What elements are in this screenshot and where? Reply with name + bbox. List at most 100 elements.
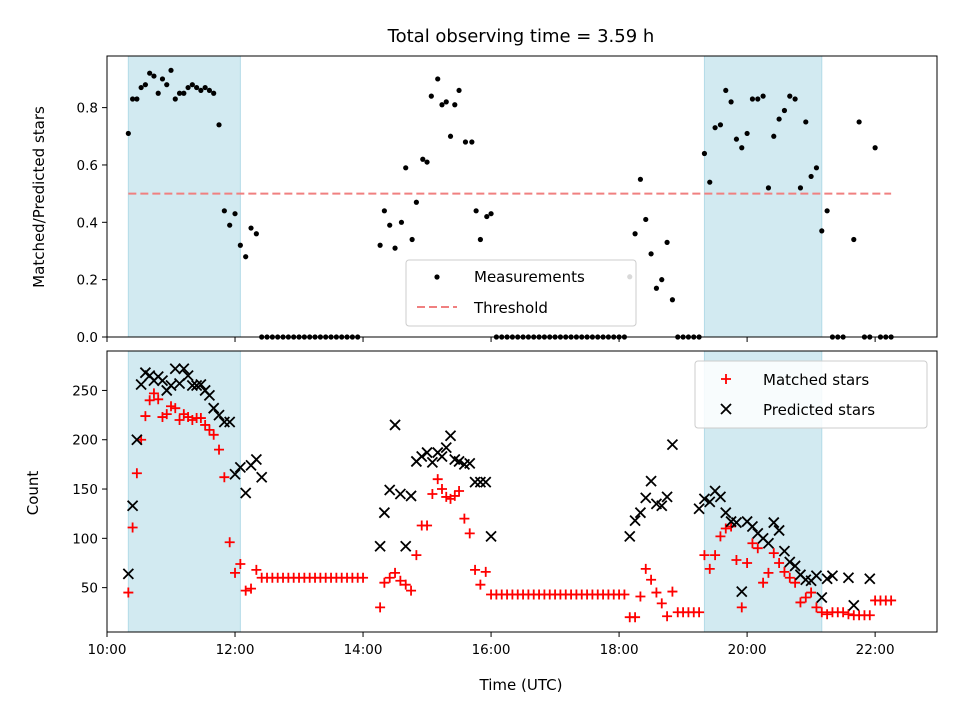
matched-star-point [400, 579, 411, 590]
matched-star-point [390, 567, 401, 578]
predicted-star-point [405, 490, 417, 502]
x-tick-label: 10:00 [88, 642, 127, 658]
predicted-star-point [165, 379, 177, 392]
measurement-point [771, 133, 777, 139]
matched-star-point [822, 609, 833, 620]
predicted-star-point [131, 434, 143, 446]
matched-star-point [131, 468, 142, 479]
matched-star-point [464, 528, 475, 539]
measurement-point [147, 70, 153, 76]
predicted-star-point [195, 378, 207, 391]
predicted-star-point [842, 572, 855, 584]
predicted-star-point [250, 453, 262, 466]
matched-star-point [646, 574, 657, 585]
measurement-point [488, 211, 494, 217]
matched-star-point [384, 572, 395, 583]
matched-star-point [140, 411, 151, 422]
chart-title: Total observing time = 3.59 h [387, 26, 655, 47]
legend-top: Measurements Threshold [405, 259, 637, 327]
measurement-point [701, 150, 708, 157]
legend-box [694, 360, 928, 429]
matched-star-point [224, 537, 235, 548]
predicted-star-point [234, 461, 246, 473]
matched-star-point [630, 612, 641, 623]
measurement-point [424, 159, 430, 165]
predicted-star-point [666, 439, 679, 451]
predicted-star-point [768, 516, 780, 529]
matched-star-point [153, 394, 164, 405]
measurement-point [851, 236, 857, 243]
measurement-point [176, 90, 183, 96]
measurement-point [164, 82, 170, 88]
matched-star-point [651, 587, 662, 598]
shaded-interval [127, 55, 241, 338]
matched-star-point [148, 388, 159, 399]
predicted-star-point [218, 416, 230, 428]
measurement-point [781, 107, 788, 114]
measurement-point [824, 208, 830, 214]
predicted-star-point [784, 556, 796, 568]
x-tick-label: 18:00 [600, 642, 639, 658]
measurement-point [435, 76, 441, 82]
y-tick-label: 0.4 [77, 215, 98, 231]
matched-star-point [379, 577, 390, 588]
predicted-star-point [384, 484, 396, 496]
measurement-point [185, 84, 191, 91]
measurement-point [189, 82, 195, 88]
matched-star-point [736, 602, 747, 613]
measurement-point [403, 165, 409, 171]
matched-star-point [763, 567, 774, 578]
measurement-point [632, 231, 638, 237]
matched-star-point [662, 611, 673, 622]
measurement-point [819, 228, 825, 234]
measurement-point [216, 122, 222, 128]
matched-star-point [784, 572, 795, 583]
measurement-point [221, 208, 227, 214]
measurement-point [712, 125, 718, 131]
measurement-point [872, 145, 878, 151]
measurement-point [669, 297, 676, 303]
measurement-point [398, 219, 405, 225]
measurement-point [797, 185, 804, 191]
measurement-point [664, 239, 670, 245]
measurement-point [452, 102, 458, 108]
predicted-star-point [714, 491, 727, 503]
predicted-star-point [389, 419, 401, 431]
matched-star-point [219, 472, 230, 483]
matched-star-point [127, 522, 138, 533]
predicted-star-point [421, 446, 433, 459]
predicted-star-point [645, 475, 657, 487]
top-panel: 0.0 0.2 0.4 0.6 0.8 Measurements Threshold [77, 55, 938, 346]
matched-star-point [864, 610, 875, 621]
y-tick-label: 0.2 [77, 273, 98, 289]
matched-star-point [656, 598, 667, 609]
predicted-star-point [762, 537, 775, 549]
matched-star-point [449, 490, 460, 501]
matched-star-point [843, 609, 854, 620]
matched-star-point [375, 602, 386, 613]
predicted-star-point [736, 585, 748, 598]
legend-label-predicted: Predicted stars [763, 401, 875, 419]
matched-star-point [779, 566, 790, 577]
predicted-star-point [656, 500, 668, 512]
matched-star-point [747, 538, 758, 549]
x-tick-label: 14:00 [344, 642, 383, 658]
legend-label-matched: Matched stars [763, 371, 869, 389]
predicted-star-point [816, 591, 828, 604]
measurement-point [253, 231, 259, 237]
measurement-point [134, 96, 140, 102]
matched-star-point [619, 589, 630, 600]
measurement-point [439, 102, 445, 108]
measurement-point [194, 84, 200, 91]
measurement-point [198, 87, 204, 94]
x-tick-label: 22:00 [856, 642, 895, 658]
matched-star-point [123, 587, 134, 598]
x-tick-label: 12:00 [216, 642, 255, 658]
matched-star-point [758, 577, 769, 588]
matched-star-point [406, 585, 417, 596]
predicted-star-point [693, 503, 705, 515]
matched-star-point [166, 401, 177, 412]
matched-star-point [480, 566, 491, 577]
predicted-star-point [416, 450, 428, 463]
measurement-point [856, 119, 862, 125]
